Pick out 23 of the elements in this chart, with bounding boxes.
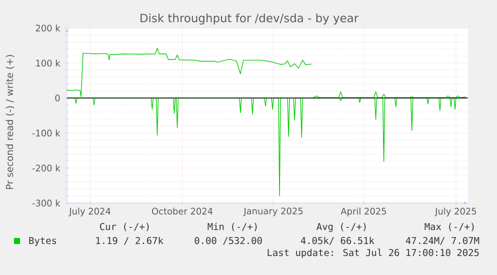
chart-title: Disk throughput for /dev/sda - by year (140, 13, 359, 25)
text: Cur (-/+) (100, 222, 149, 232)
y-tick-label: 200 k (36, 24, 60, 32)
y-tick-label: -200 k (32, 164, 60, 172)
y-tick-label: 100 k (36, 60, 60, 66)
text: 1.19 / 2.67k (96, 236, 164, 245)
y-axis-title: Pr second read (-) / write (+) (6, 54, 14, 189)
text: Min (-/+) (208, 222, 257, 232)
text: Avg (-/+) (316, 222, 366, 232)
text: 0.00 /532.00 (194, 236, 262, 245)
x-tick-label: October 2024 (152, 208, 213, 215)
y-tick-label: 0 (55, 94, 60, 102)
x-tick-label: July 2024 (68, 208, 110, 216)
x-tick-label: April 2025 (340, 208, 386, 216)
x-tick-label: July 2025 (434, 208, 476, 216)
text: Max (-/+) (424, 222, 474, 232)
y-tick-label: -300 k (32, 200, 60, 206)
text: 4.05k/ 66.51k (300, 236, 374, 245)
text: 47.24M/ 7.07M (406, 236, 480, 245)
text: Last update: Sat Jul 26 17:00:10 2025 (268, 248, 479, 258)
y-tick-label: -100 k (32, 130, 60, 136)
legend-label: Bytes (29, 237, 56, 246)
x-tick-label: January 2025 (243, 208, 303, 216)
